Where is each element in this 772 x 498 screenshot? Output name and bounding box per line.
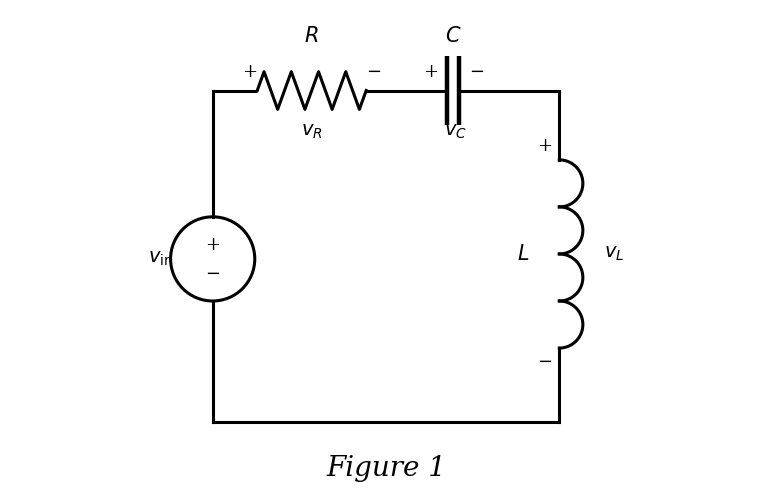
Text: −: − bbox=[205, 265, 220, 283]
Text: $v_L$: $v_L$ bbox=[604, 245, 625, 263]
Text: +: + bbox=[423, 63, 438, 81]
Text: −: − bbox=[366, 63, 381, 81]
Text: −: − bbox=[537, 353, 552, 371]
Text: Figure 1: Figure 1 bbox=[326, 455, 446, 482]
Text: +: + bbox=[537, 137, 552, 155]
Text: −: − bbox=[469, 63, 484, 81]
Text: +: + bbox=[242, 63, 257, 81]
Text: $v_R$: $v_R$ bbox=[301, 123, 323, 141]
Text: $R$: $R$ bbox=[304, 26, 319, 46]
Text: $C$: $C$ bbox=[445, 26, 461, 46]
Text: +: + bbox=[205, 236, 220, 254]
Text: $v_C$: $v_C$ bbox=[444, 123, 467, 141]
Text: $L$: $L$ bbox=[517, 244, 530, 264]
Text: $v_\mathrm{in}$: $v_\mathrm{in}$ bbox=[148, 250, 173, 268]
